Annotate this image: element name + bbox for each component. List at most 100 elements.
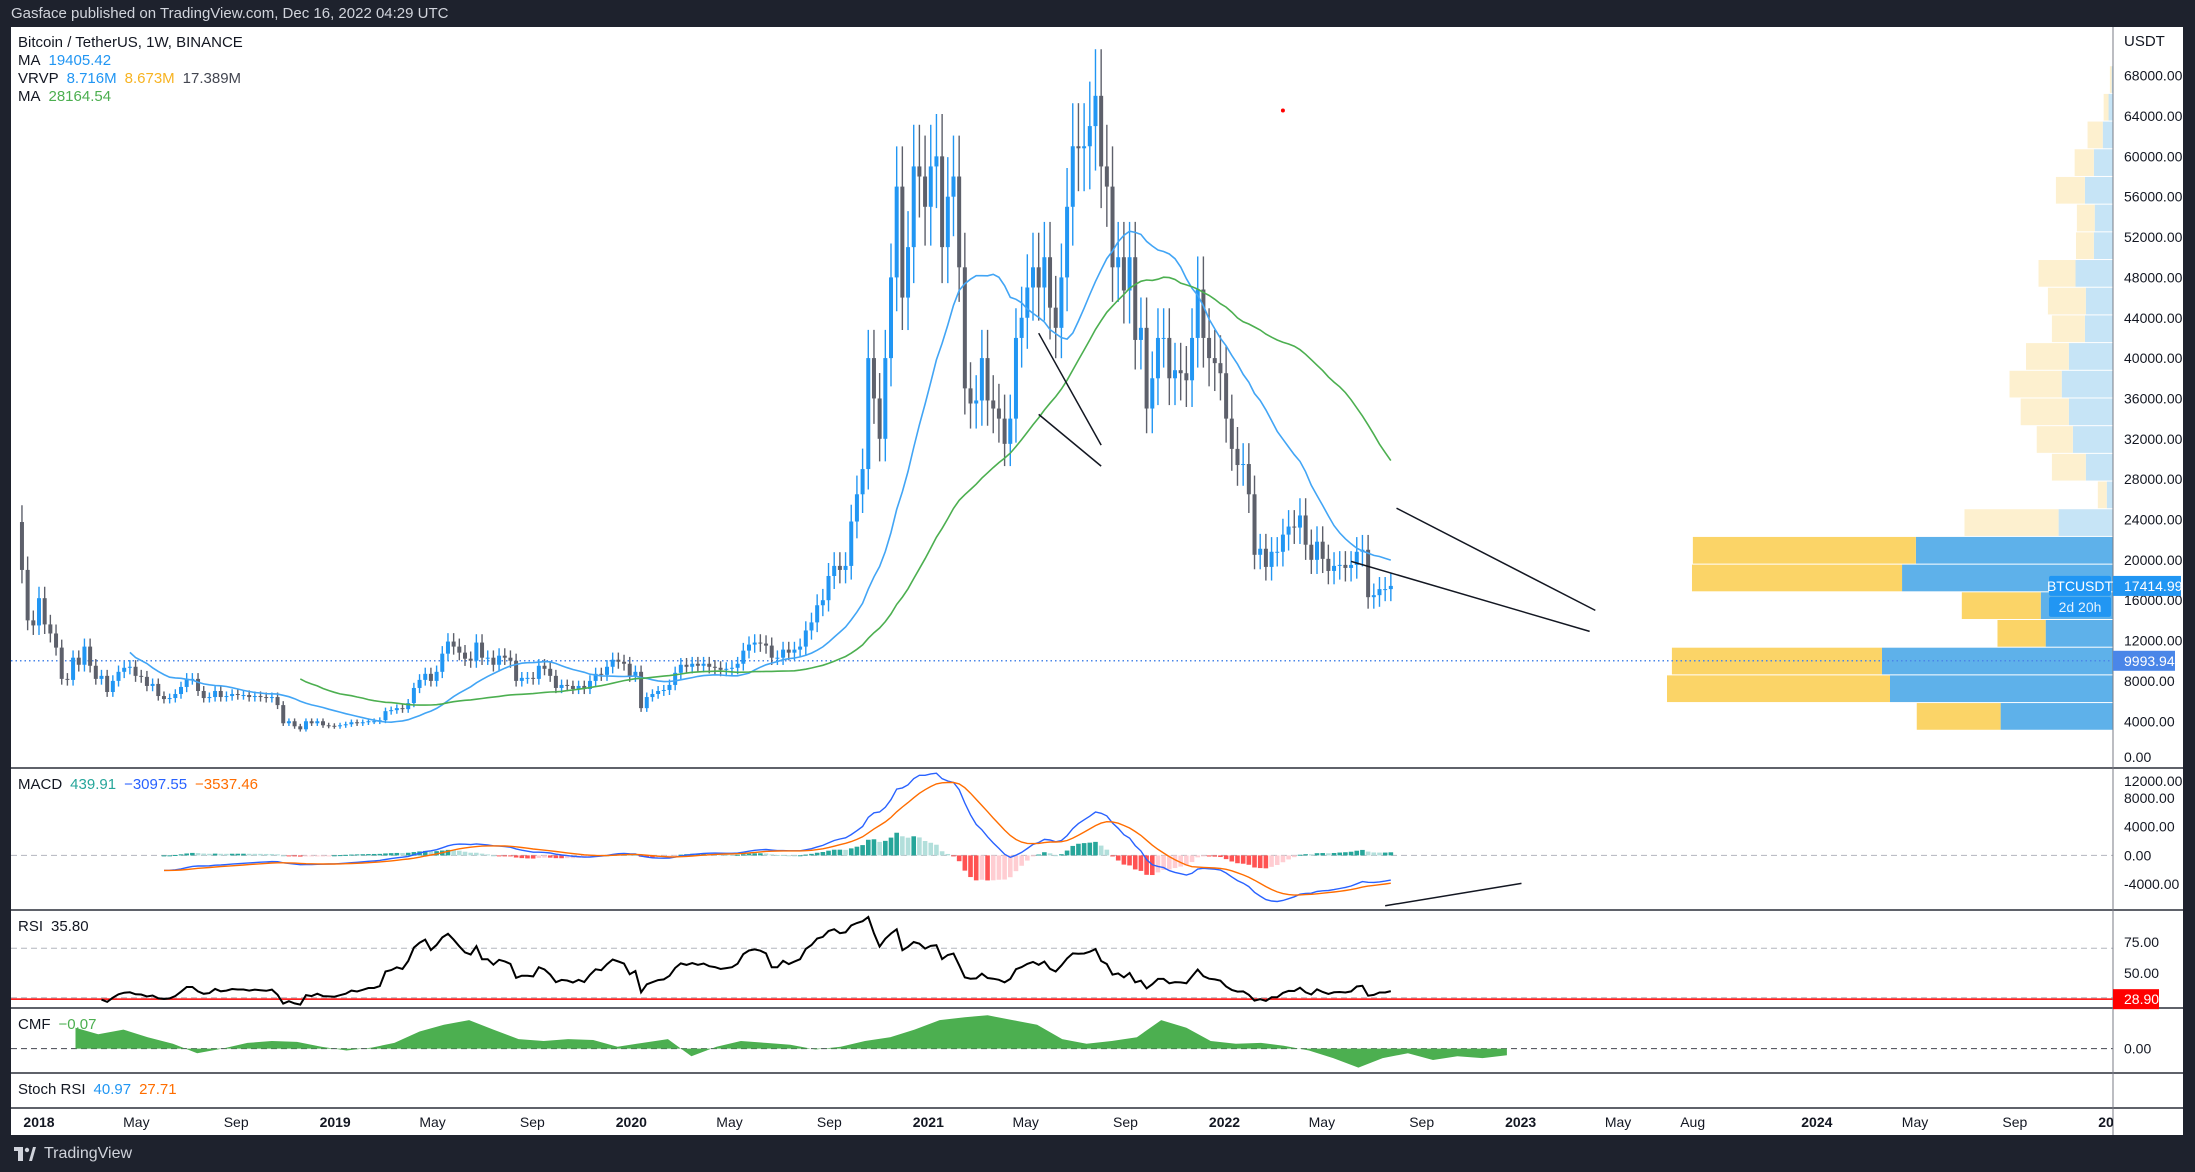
macd-legend[interactable]: MACD 439.91 −3097.55 −3537.46: [18, 776, 266, 793]
candle-body: [1377, 589, 1382, 596]
main-legend: Bitcoin / TetherUS, 1W, BINANCE MA 19405.…: [18, 34, 249, 106]
macd-histogram-bar: [905, 837, 911, 856]
candle-body: [576, 685, 581, 689]
candle-body: [1297, 515, 1302, 528]
candle-body: [1337, 564, 1342, 566]
time-tick-label: May: [1902, 1114, 1928, 1130]
vrvp-up-bar: [2068, 398, 2113, 426]
time-axis[interactable]: 2018 May Sep 2019 May Sep 2020 May Sep 2021 May Sep…: [23, 1114, 2129, 1130]
price-tick-label: 32000.00: [2124, 431, 2183, 447]
cmf-label: CMF: [18, 1016, 51, 1033]
macd-tick-label: 0.00: [2124, 847, 2151, 863]
rsi-legend[interactable]: RSI 35.80: [18, 918, 97, 935]
trendline: [1038, 413, 1102, 467]
macd-histogram-bar: [371, 853, 377, 856]
ma20-line: [129, 230, 1392, 724]
candle-body: [1241, 464, 1246, 466]
rsi-value-label: [2113, 989, 2159, 1010]
candle-body: [820, 600, 825, 606]
macd-histogram-bar: [1257, 855, 1263, 869]
vrvp-up-bar: [2094, 204, 2113, 232]
candle-body: [303, 721, 308, 730]
stoch-rsi-legend[interactable]: Stoch RSI 40.97 27.71: [18, 1081, 185, 1098]
macd-histogram-bar: [218, 853, 224, 856]
candle-body: [695, 663, 700, 666]
candle-body: [917, 166, 922, 177]
macd-histogram-bar: [1274, 855, 1280, 866]
candle-body: [93, 665, 98, 679]
macd-histogram-bar: [1184, 855, 1189, 866]
macd-histogram-bar: [1337, 852, 1343, 856]
symbol-title[interactable]: Bitcoin / TetherUS, 1W, BINANCE: [18, 34, 243, 51]
candle-body: [996, 408, 1001, 419]
macd-histogram-bar: [508, 855, 513, 857]
vrvp-up-bar: [2075, 260, 2113, 287]
macd-histogram-bar: [917, 837, 922, 856]
candle-body: [201, 690, 206, 699]
macd-histogram-bar: [1348, 851, 1354, 856]
macd-histogram-bar: [1263, 855, 1269, 869]
price-tick-label: 36000.00: [2124, 390, 2183, 406]
candle-body: [1258, 548, 1263, 555]
vrvp-down-bar: [2097, 481, 2107, 509]
cmf-value: −0.07: [58, 1016, 97, 1033]
candle-body: [849, 521, 854, 566]
candle-body: [1048, 257, 1053, 308]
candle-body: [122, 667, 127, 672]
ma50-legend[interactable]: MA 28164.54: [18, 88, 249, 106]
cmf-legend[interactable]: CMF −0.07: [18, 1016, 104, 1033]
vrvp-down-bar: [1692, 536, 1916, 564]
macd-histogram-bar: [911, 836, 917, 856]
candle-body: [968, 388, 973, 404]
macd-histogram-bar: [854, 846, 860, 856]
vrvp-down: 8.673M: [124, 70, 175, 87]
macd-histogram-bar: [1138, 855, 1144, 871]
candle-body: [718, 667, 723, 670]
macd-histogram-bar: [962, 855, 968, 871]
macd-histogram-bar: [1030, 855, 1036, 857]
macd-histogram-bar: [718, 854, 723, 856]
macd-histogram-bar: [1093, 841, 1098, 856]
candle-body: [1031, 267, 1035, 288]
red-marker: [1280, 108, 1285, 113]
macd-histogram-bar: [752, 853, 757, 856]
publish-header: Gasface published on TradingView.com, De…: [0, 0, 2195, 27]
vrvp-up-bar: [2102, 121, 2113, 149]
macd-histogram-bar: [945, 853, 951, 856]
candle-body: [144, 676, 149, 686]
candle-body: [1070, 146, 1075, 207]
candle-body: [951, 176, 956, 197]
macd-histogram-bar: [235, 853, 241, 856]
time-tick-label: May: [419, 1114, 445, 1130]
macd-histogram-bar: [1053, 855, 1059, 857]
candle-body: [803, 630, 808, 647]
macd-value: −3097.55: [124, 776, 188, 793]
macd-histogram-bar: [263, 853, 269, 856]
macd-histogram-bar: [786, 855, 792, 857]
macd-histogram-bar: [190, 852, 195, 856]
candle-body: [622, 661, 627, 664]
candle-body: [105, 675, 110, 692]
candle-body: [286, 721, 291, 724]
macd-histogram-bar: [360, 854, 366, 856]
macd-histogram-bar: [1087, 842, 1093, 856]
macd-histogram-bar: [1354, 850, 1360, 856]
candle-body: [883, 358, 888, 439]
candle-body: [321, 721, 325, 726]
candle-body: [536, 665, 541, 679]
vrvp-up-bar: [2058, 509, 2113, 536]
macd-histogram-bar: [207, 853, 212, 856]
candle-body: [837, 565, 842, 570]
macd-histogram-bar: [871, 839, 877, 856]
vrvp-legend[interactable]: VRVP 8.716M 8.673M 17.389M: [18, 70, 249, 88]
candle-body: [565, 684, 570, 686]
vrvp-down-bar: [2051, 315, 2085, 343]
vrvp-down-bar: [1997, 620, 2046, 647]
candle-body: [781, 649, 786, 658]
candle-body: [355, 722, 360, 724]
candle-body: [241, 695, 246, 697]
candle-body: [1042, 257, 1047, 288]
ma20-legend[interactable]: MA 19405.42: [18, 52, 249, 70]
macd-histogram-bar: [542, 855, 547, 858]
